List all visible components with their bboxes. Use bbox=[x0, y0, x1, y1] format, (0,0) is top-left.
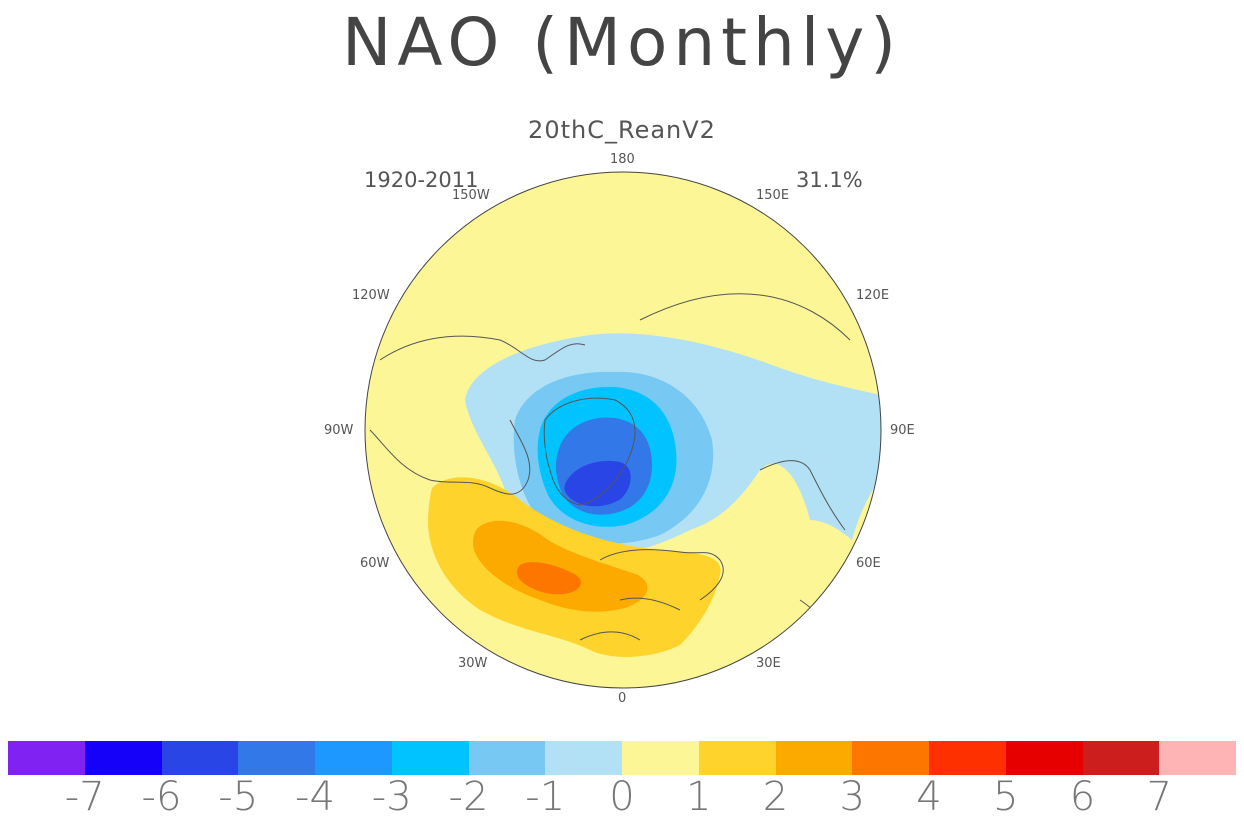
coast-europe bbox=[579, 549, 724, 641]
colorbar-tick-label: 1 bbox=[686, 774, 712, 820]
colorbar-bin bbox=[545, 741, 622, 775]
colorbar-tick-label: 7 bbox=[1146, 774, 1172, 820]
colorbar-bin bbox=[622, 741, 699, 775]
colorbar-bin bbox=[698, 741, 776, 775]
lon-label-120e: 120E bbox=[856, 288, 890, 303]
lon-label-90e: 90E bbox=[890, 423, 915, 438]
colorbar bbox=[8, 741, 1236, 775]
colorbar-bin bbox=[1005, 741, 1083, 775]
lon-label-30w: 30W bbox=[458, 656, 488, 671]
lon-label-120w: 120W bbox=[352, 288, 390, 303]
colorbar-bin bbox=[238, 741, 315, 775]
colorbar-bin bbox=[852, 741, 929, 775]
colorbar-tick-label: -4 bbox=[295, 774, 335, 820]
colorbar-bin bbox=[161, 741, 239, 775]
lon-label-150w: 150W bbox=[452, 188, 490, 203]
colorbar-bin bbox=[391, 741, 469, 775]
colorbar-tick-label: 2 bbox=[762, 774, 789, 820]
dataset-subtitle: 20thC_ReanV2 bbox=[528, 116, 716, 144]
contour-neg-4 bbox=[564, 460, 631, 507]
colorbar-bin bbox=[315, 741, 392, 775]
colorbar-tick-label: 5 bbox=[993, 774, 1019, 820]
colorbar-bin bbox=[775, 741, 853, 775]
colorbar-tick-label: -5 bbox=[218, 774, 259, 820]
lon-label-0: 0 bbox=[618, 691, 627, 706]
colorbar-bin bbox=[84, 741, 162, 775]
colorbar-bin bbox=[8, 741, 85, 775]
colorbar-bin bbox=[1082, 741, 1160, 775]
figure-title: NAO (Monthly) bbox=[341, 4, 903, 81]
lon-label-60w: 60W bbox=[360, 556, 390, 571]
colorbar-tick-label: 6 bbox=[1069, 774, 1096, 820]
contour-pos-4 bbox=[517, 562, 581, 595]
lon-label-180: 180 bbox=[610, 152, 635, 167]
variance-label: 31.1% bbox=[796, 168, 863, 192]
colorbar-tick-label: -6 bbox=[141, 774, 182, 820]
lon-label-150e: 150E bbox=[756, 188, 790, 203]
colorbar-tick-label: 4 bbox=[916, 774, 942, 820]
colorbar-tick-label: 0 bbox=[609, 774, 635, 820]
map-border bbox=[364, 171, 882, 689]
lon-label-30e: 30E bbox=[756, 656, 781, 671]
lon-label-60e: 60E bbox=[856, 556, 881, 571]
anomaly-field bbox=[369, 293, 881, 657]
contour-pos-3 bbox=[472, 520, 648, 612]
lon-label-90w: 90W bbox=[324, 423, 354, 438]
polar-map bbox=[364, 171, 882, 689]
colorbar-tick-label: 3 bbox=[839, 774, 865, 820]
coast-north-america bbox=[369, 335, 586, 495]
coast-greenland bbox=[543, 397, 636, 506]
colorbar-bin bbox=[468, 741, 546, 775]
colorbar-bin bbox=[1159, 741, 1236, 775]
colorbar-tick-label: -2 bbox=[448, 774, 489, 820]
colorbar-tick-label: -3 bbox=[371, 774, 412, 820]
colorbar-tick-label: -7 bbox=[64, 774, 105, 820]
colorbar-tick-label: -1 bbox=[525, 774, 566, 820]
colorbar-bin bbox=[929, 741, 1006, 775]
period-label: 1920-2011 bbox=[364, 168, 479, 192]
